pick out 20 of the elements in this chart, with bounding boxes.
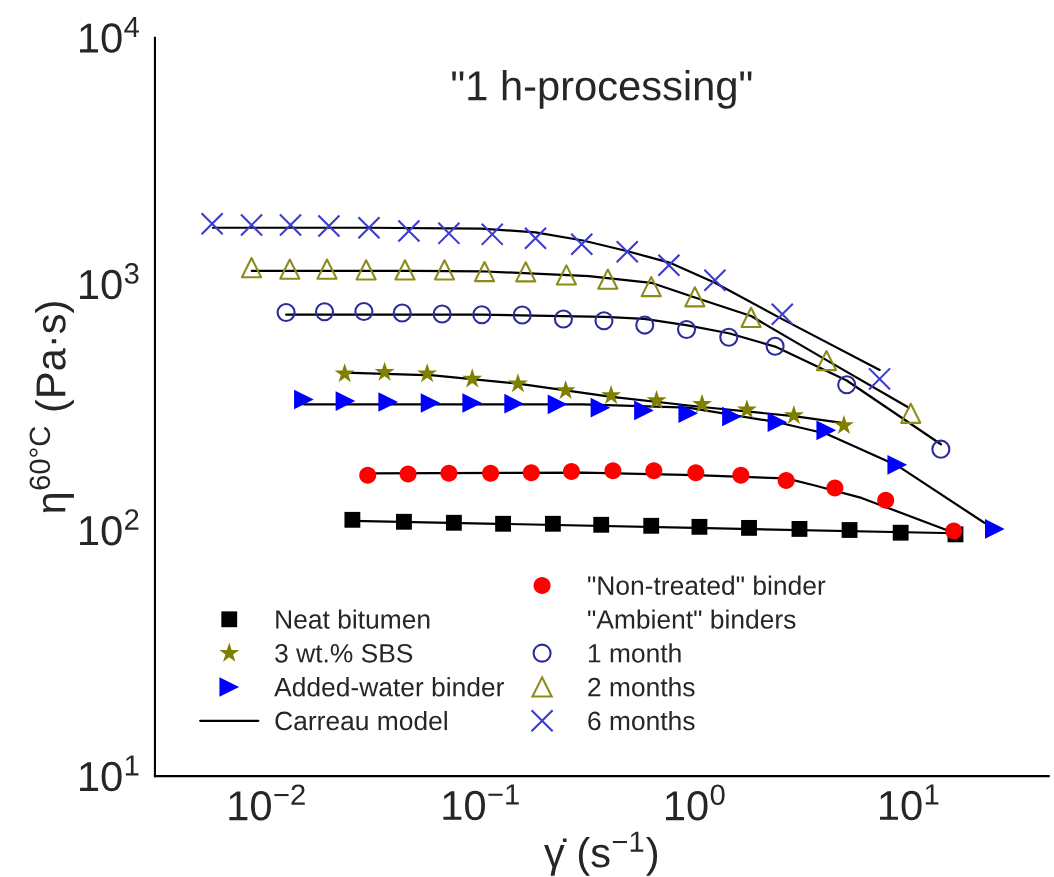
x-axis-title: γ̇ (s$^{−1}$)	[544, 831, 658, 876]
legend-label: Carreau model	[275, 710, 447, 731]
y-tick-label: 10$^{2}$	[80, 509, 139, 546]
legend-label: 6 months	[588, 710, 695, 731]
y-tick-label: 10$^{4}$	[80, 16, 139, 53]
text: "1 h-processing"	[452, 69, 752, 109]
x-tick-label: 10$^{0}$	[665, 784, 725, 821]
legend-label: "Non-treated" binder	[588, 575, 826, 595]
y-axis-title: η$^{60°C}$ (Pa·s)	[29, 302, 74, 513]
y-tick-label: 10$^{3}$	[80, 263, 139, 300]
legend-label: 1 month	[588, 643, 681, 663]
legend-label: 2 months	[588, 677, 695, 697]
legend-label: Added-water binder	[274, 677, 504, 697]
y-tick-label: 10$^{1}$	[80, 755, 139, 792]
x-tick-label: 10$^{−2}$	[229, 784, 305, 821]
annotation: "Ambient" binders	[588, 609, 796, 629]
legend-label: 3 wt.% SBS	[275, 643, 413, 663]
x-tick-label: 10$^{1}$	[880, 784, 939, 821]
legend-label: Neat bitumen	[276, 609, 430, 629]
x-tick-label: 10$^{−1}$	[443, 784, 519, 821]
